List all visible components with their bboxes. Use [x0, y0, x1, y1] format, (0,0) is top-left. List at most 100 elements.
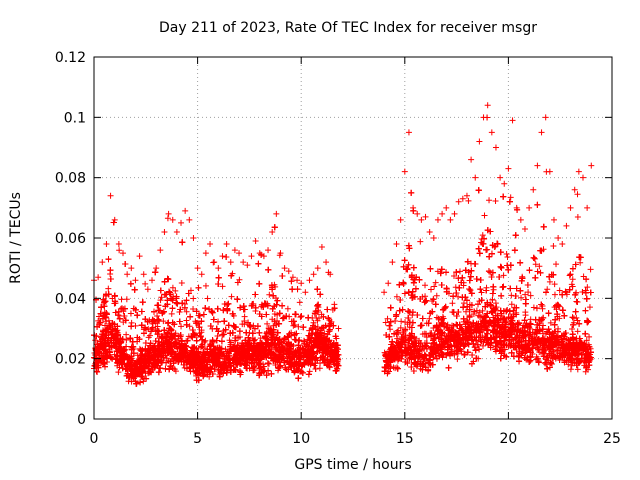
data-point — [264, 320, 271, 327]
data-point — [393, 293, 400, 300]
data-point — [567, 366, 574, 373]
data-point — [577, 259, 584, 266]
data-point — [228, 293, 235, 300]
data-point — [451, 272, 458, 279]
data-point — [142, 280, 149, 287]
data-point — [551, 281, 558, 288]
data-point — [452, 284, 459, 291]
data-point — [128, 319, 135, 326]
data-point — [463, 308, 470, 315]
data-point — [422, 293, 429, 300]
data-point — [158, 294, 165, 301]
data-point — [432, 279, 439, 286]
data-point — [531, 255, 538, 262]
data-point — [584, 284, 591, 291]
data-point — [433, 292, 440, 299]
data-point — [556, 287, 563, 294]
data-point — [310, 319, 317, 326]
data-point — [279, 315, 286, 322]
data-point — [284, 305, 291, 312]
data-point — [157, 297, 164, 304]
data-point — [492, 300, 499, 307]
data-point — [423, 334, 430, 341]
data-point — [574, 317, 581, 324]
data-point — [479, 307, 486, 314]
data-point — [115, 369, 122, 376]
data-point — [190, 295, 197, 302]
chart-title: Day 211 of 2023, Rate Of TEC Index for r… — [159, 20, 537, 36]
data-point — [518, 294, 525, 301]
data-point — [202, 282, 209, 289]
data-point — [455, 293, 462, 300]
data-point — [172, 368, 179, 375]
data-point — [219, 283, 226, 290]
data-point — [574, 328, 581, 335]
data-point — [503, 250, 510, 257]
data-point — [553, 261, 560, 268]
data-point — [583, 337, 590, 344]
data-point — [544, 286, 551, 293]
data-point — [537, 318, 544, 325]
data-point — [266, 360, 273, 367]
data-point — [202, 337, 209, 344]
data-point — [297, 314, 304, 321]
data-point — [565, 361, 572, 368]
data-point — [549, 361, 556, 368]
data-point — [134, 352, 141, 359]
data-point — [140, 378, 147, 385]
data-point — [460, 300, 467, 307]
data-point — [92, 337, 99, 344]
data-point — [160, 318, 167, 325]
data-point — [449, 300, 456, 307]
data-point — [125, 378, 132, 385]
data-point — [118, 296, 125, 303]
data-point — [204, 295, 211, 302]
data-point — [479, 342, 486, 349]
data-point — [507, 194, 514, 201]
data-point — [236, 276, 243, 283]
data-point — [500, 272, 507, 279]
data-point — [456, 268, 463, 275]
data-point — [382, 319, 389, 326]
data-point — [541, 360, 548, 367]
data-point — [384, 315, 391, 322]
data-point — [454, 356, 461, 363]
data-point — [486, 197, 493, 204]
data-point — [146, 332, 153, 339]
data-point — [430, 324, 437, 331]
data-point — [479, 232, 486, 239]
data-point — [168, 310, 175, 317]
data-point — [532, 261, 539, 268]
data-point — [187, 287, 194, 294]
data-point — [190, 306, 197, 313]
data-point — [296, 299, 303, 306]
data-point — [574, 191, 581, 198]
data-point — [536, 263, 543, 270]
data-point — [123, 337, 130, 344]
data-point — [172, 287, 179, 294]
data-point — [426, 315, 433, 322]
data-point — [183, 308, 190, 315]
data-point — [562, 288, 569, 295]
data-point — [398, 318, 405, 325]
data-point — [574, 366, 581, 373]
data-point — [193, 332, 200, 339]
data-point — [586, 333, 593, 340]
data-point — [180, 361, 187, 368]
marks-layer — [91, 102, 595, 387]
data-point — [465, 197, 472, 204]
data-point — [546, 364, 553, 371]
data-point — [397, 324, 404, 331]
data-point — [387, 326, 394, 333]
data-point — [546, 278, 553, 285]
data-point — [522, 291, 529, 298]
data-point — [266, 291, 273, 298]
data-point — [178, 280, 185, 287]
data-point — [178, 323, 185, 330]
data-point — [508, 301, 515, 308]
data-point — [574, 213, 581, 220]
data-point — [116, 247, 123, 254]
data-point — [551, 291, 558, 298]
